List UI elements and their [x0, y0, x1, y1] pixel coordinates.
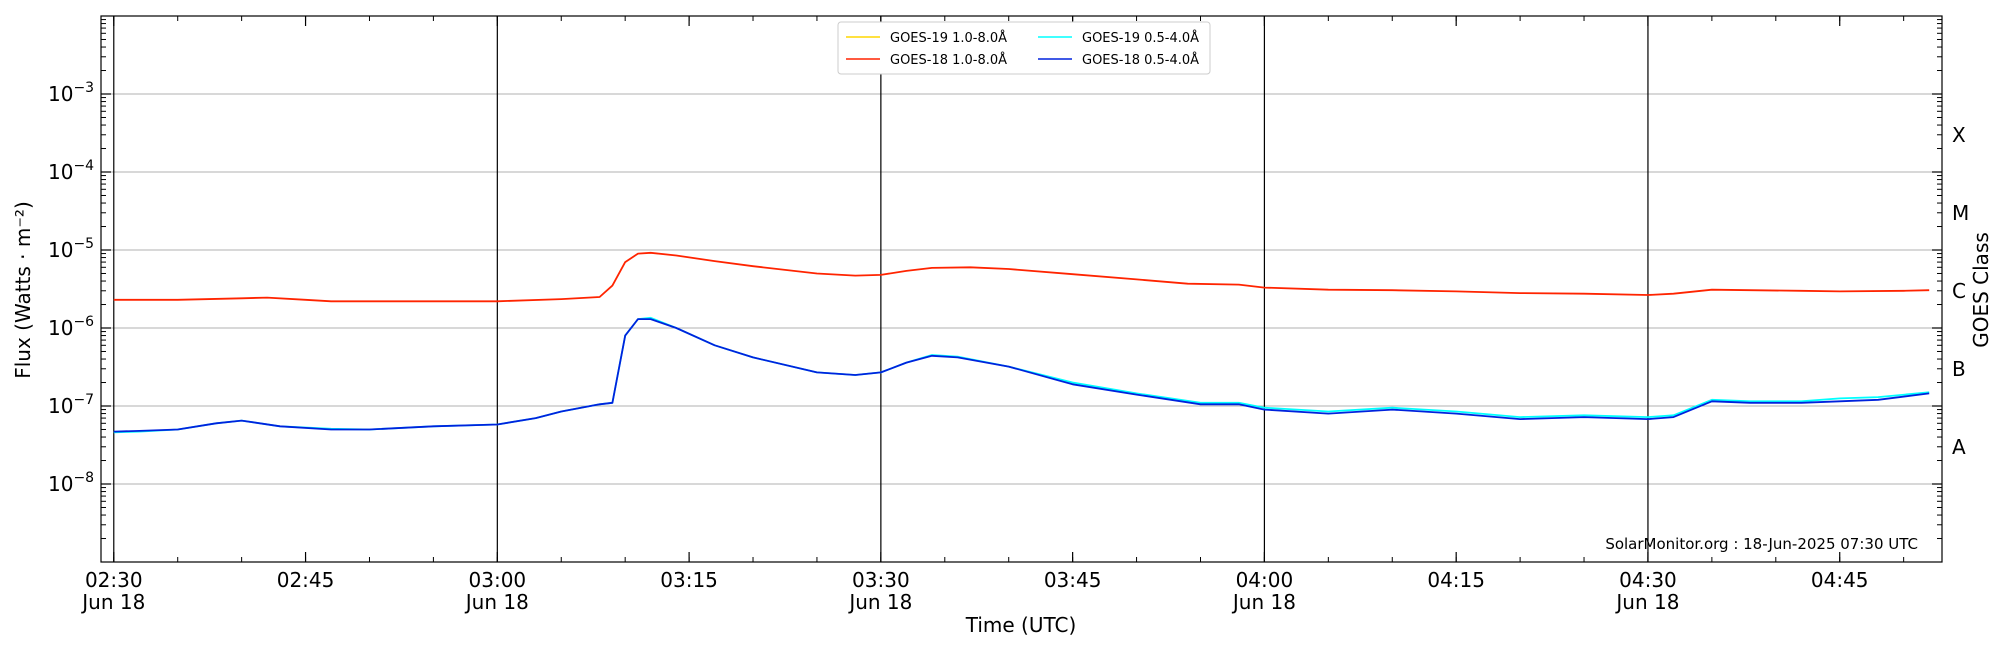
x-tick-date-label: Jun 18 [847, 590, 912, 614]
x-tick-label: 03:45 [1044, 568, 1102, 592]
y-tick-label: 10−3 [48, 80, 94, 106]
y-tick-label: 10−7 [48, 392, 94, 418]
y-tick-label: 10−5 [48, 236, 94, 262]
x-tick-date-label: Jun 18 [464, 590, 529, 614]
plot-frame [100, 15, 1943, 563]
vertical-lines-layer [113, 16, 1649, 562]
legend: GOES-19 1.0-8.0Å GOES-18 1.0-8.0Å GOES-19 … [837, 21, 1211, 75]
x-tick-label: 03:15 [660, 568, 718, 592]
series-line-3 [113, 318, 1930, 433]
legend-label: GOES-19 1.0-8.0Å [890, 30, 1007, 46]
x-tick-date-label: Jun 18 [80, 590, 145, 614]
x-tick-date-label: Jun 18 [1231, 590, 1296, 614]
x-tick-label: 03:30 [852, 568, 910, 592]
series-line-1 [113, 251, 1930, 303]
x-tick-label: 04:00 [1236, 568, 1294, 592]
legend-label: GOES-18 1.0-8.0Å [890, 52, 1007, 68]
goes-class-label: X [1952, 123, 1966, 147]
x-tick-label: 02:45 [277, 568, 335, 592]
x-tick-label: 02:30 [85, 568, 143, 592]
y-axis-label: Flux (Watts · m⁻²) [11, 201, 35, 379]
x-tick-label: 04:45 [1811, 568, 1869, 592]
y-tick-label: 10−4 [48, 158, 94, 184]
legend-label: GOES-18 0.5-4.0Å [1082, 52, 1199, 68]
grid-layer [101, 93, 1942, 485]
x-axis-label: Time (UTC) [965, 613, 1077, 637]
goes-class-label: C [1952, 279, 1966, 303]
legend-label: GOES-19 0.5-4.0Å [1082, 30, 1199, 46]
goes-class-label: A [1952, 435, 1966, 459]
x-tick-label: 03:00 [469, 568, 527, 592]
goes-class-label: M [1952, 201, 1969, 225]
series-layer [113, 251, 1930, 434]
goes-class-label: B [1952, 357, 1966, 381]
x-tick-label: 04:15 [1427, 568, 1485, 592]
credit-text: SolarMonitor.org : 18-Jun-2025 07:30 UTC [1605, 535, 1918, 553]
y-tick-label: 10−8 [48, 470, 94, 496]
y-tick-label: 10−6 [48, 314, 94, 340]
legend-box [837, 21, 1211, 75]
x-tick-label: 04:30 [1619, 568, 1677, 592]
y2-axis-label: GOES Class [1969, 232, 1993, 348]
x-tick-date-label: Jun 18 [1614, 590, 1679, 614]
